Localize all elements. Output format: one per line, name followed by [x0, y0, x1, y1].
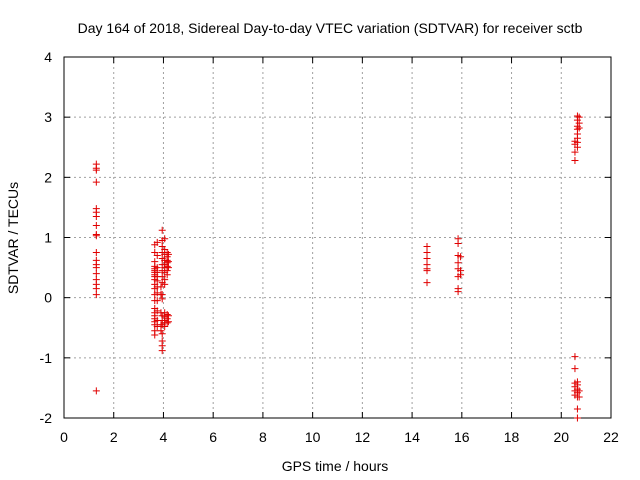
- data-point: [153, 238, 161, 246]
- plot-frame: [63, 56, 612, 419]
- x-tick-label: 8: [259, 429, 267, 445]
- data-point: [92, 178, 100, 186]
- data-point: [164, 258, 172, 266]
- data-point: [163, 319, 171, 327]
- grid-layer: [64, 57, 611, 418]
- x-tick-label: 20: [553, 429, 569, 445]
- data-points: [92, 112, 583, 422]
- y-tick-label: 3: [44, 109, 52, 125]
- data-point: [423, 279, 431, 287]
- data-point: [575, 124, 583, 132]
- data-point: [92, 232, 100, 240]
- data-point: [164, 250, 172, 258]
- data-point: [92, 166, 100, 174]
- data-point: [575, 387, 583, 395]
- chart-title: Day 164 of 2018, Sidereal Day-to-day VTE…: [78, 20, 583, 36]
- data-point: [573, 143, 581, 151]
- data-point: [92, 285, 100, 293]
- data-point: [164, 312, 172, 320]
- data-point: [161, 235, 169, 243]
- data-point: [423, 249, 431, 257]
- y-tick-label: 0: [44, 290, 52, 306]
- data-point: [153, 252, 161, 260]
- data-point: [161, 323, 169, 331]
- data-point: [573, 414, 581, 422]
- data-point: [457, 271, 465, 279]
- x-axis-label: GPS time / hours: [282, 458, 389, 474]
- data-point: [571, 353, 579, 361]
- data-point: [457, 253, 465, 261]
- y-tick-label: 2: [44, 169, 52, 185]
- data-point: [153, 289, 161, 297]
- data-point: [92, 221, 100, 229]
- y-axis-label: SDTVAR / TECUs: [5, 182, 21, 294]
- data-point: [573, 116, 581, 124]
- x-tick-label: 6: [209, 429, 217, 445]
- x-tick-label: 0: [60, 429, 68, 445]
- x-tick-label: 12: [355, 429, 371, 445]
- x-tick-label: 22: [603, 429, 619, 445]
- data-point: [573, 405, 581, 413]
- y-tick-label: 1: [44, 230, 52, 246]
- data-point: [423, 255, 431, 263]
- data-point: [571, 148, 579, 156]
- x-tick-label: 4: [160, 429, 168, 445]
- x-tick-label: 2: [110, 429, 118, 445]
- data-point: [158, 330, 166, 338]
- data-point: [157, 327, 165, 335]
- data-point: [92, 212, 100, 220]
- data-point: [575, 113, 583, 121]
- data-point: [454, 240, 462, 248]
- data-point: [153, 307, 161, 315]
- data-point: [575, 393, 583, 401]
- data-point: [151, 331, 159, 339]
- x-tick-label: 14: [404, 429, 420, 445]
- data-point: [153, 297, 161, 305]
- data-point: [423, 267, 431, 275]
- data-point: [161, 280, 169, 288]
- data-point: [153, 323, 161, 331]
- data-point: [158, 295, 166, 303]
- data-point: [454, 288, 462, 296]
- data-point: [454, 259, 462, 267]
- data-point: [164, 318, 172, 326]
- data-point: [92, 387, 100, 395]
- data-point: [92, 249, 100, 257]
- data-point: [157, 283, 165, 291]
- y-tick-label: -2: [40, 410, 53, 426]
- tick-layer: [63, 56, 612, 419]
- data-point: [92, 291, 100, 299]
- data-point: [164, 264, 172, 272]
- data-point: [163, 271, 171, 279]
- data-point: [158, 347, 166, 355]
- x-tick-label: 18: [504, 429, 520, 445]
- x-tick-label: 10: [305, 429, 321, 445]
- x-tick-label: 16: [454, 429, 470, 445]
- data-point: [153, 277, 161, 285]
- data-point: [158, 226, 166, 234]
- data-point: [92, 270, 100, 278]
- data-point: [92, 264, 100, 272]
- data-point: [571, 365, 579, 373]
- data-point: [571, 156, 579, 164]
- y-tick-label: -1: [40, 350, 53, 366]
- x-tick-labels: 0 2 4 6 8 10 12 14 16 18 20 22: [60, 429, 619, 445]
- data-point: [423, 243, 431, 251]
- y-tick-label: 4: [44, 49, 52, 65]
- y-tick-labels: -2 -1 0 1 2 3 4: [40, 49, 53, 426]
